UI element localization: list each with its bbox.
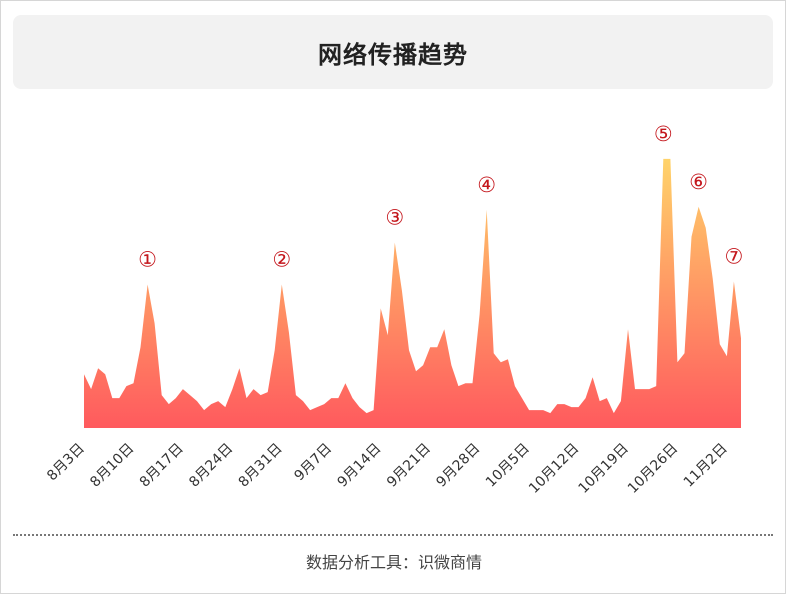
title-bar: 网络传播趋势 — [13, 15, 773, 89]
x-tick-label: 9月28日 — [433, 441, 483, 491]
peak-marker-2: ② — [272, 248, 291, 272]
x-axis-ticks: 8月3日 8月10日 8月17日 8月24日 8月31日 9月7日 9月14日 9月21日 9月… — [44, 441, 731, 497]
peak-marker-6: ⑥ — [689, 170, 708, 194]
peak-marker-4: ④ — [477, 173, 496, 197]
x-tick-label: 10月5日 — [483, 441, 533, 491]
x-tick-label: 9月7日 — [291, 441, 335, 485]
peak-marker-3: ③ — [385, 206, 404, 230]
x-tick-label: 10月26日 — [625, 441, 681, 497]
footer-divider — [13, 534, 773, 536]
x-tick-label: 10月19日 — [576, 441, 632, 497]
peak-marker-7: ⑦ — [724, 245, 743, 269]
x-tick-label: 8月3日 — [44, 441, 88, 485]
x-tick-label: 8月10日 — [87, 441, 137, 491]
peak-marker-1: ① — [138, 248, 157, 272]
x-tick-label: 8月31日 — [236, 441, 286, 491]
source-footer: 数据分析工具：识微商情 — [305, 553, 482, 572]
x-tick-label: 9月14日 — [335, 441, 385, 491]
x-tick-label: 9月21日 — [384, 441, 434, 491]
x-tick-label: 8月17日 — [137, 441, 187, 491]
chart-title: 网络传播趋势 — [318, 40, 468, 69]
x-tick-label: 8月24日 — [186, 441, 236, 491]
x-tick-label: 10月12日 — [526, 441, 582, 497]
x-tick-label: 11月2日 — [681, 441, 731, 491]
trend-area — [84, 158, 741, 428]
peak-marker-5: ⑤ — [654, 122, 673, 146]
peak-markers: ① ② ③ ④ ⑤⑥ ⑦ — [138, 122, 743, 272]
